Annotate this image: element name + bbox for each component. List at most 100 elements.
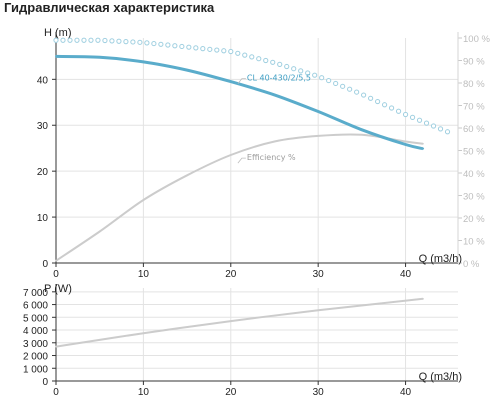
dotted-curve-point (53, 37, 59, 43)
dotted-curve-point (256, 56, 262, 62)
head-point (229, 80, 232, 83)
x-tick-label: 30 (313, 387, 325, 398)
x-tick-label: 10 (138, 387, 150, 398)
efficiency-point (229, 154, 232, 156)
x-axis-title: Q (m3/h) (419, 371, 462, 383)
dotted-curve-point (193, 45, 199, 51)
efficiency-point (361, 133, 363, 136)
dotted-curve-point (437, 126, 444, 132)
power-curve (55, 297, 424, 348)
dotted-curve-point (368, 95, 374, 101)
y2-tick-label: 30 % (463, 192, 485, 203)
y-tick-label: 4 000 (23, 326, 48, 337)
y-tick-label: 10 (37, 213, 49, 224)
y2-tick-label: 70 % (463, 102, 485, 113)
dotted-curve-point (207, 46, 213, 52)
dotted-curve-point (88, 37, 94, 43)
dotted-curve-point (395, 108, 402, 114)
dotted-curve-point (200, 46, 206, 52)
x-axis-title: Q (m3/h) (419, 253, 462, 265)
head-efficiency-chart: 0 10 20 30 40 0 10 20 30 40 0 % 10 % 20 % 30 % 40 % 50 … (37, 27, 491, 280)
dotted-curve-point (333, 80, 339, 87)
efficiency-curve-label: Efficiency % (247, 153, 296, 162)
head-point (142, 60, 145, 63)
efficiency-point (273, 140, 276, 143)
dotted-curve-point (144, 40, 150, 46)
x-tick-label: 20 (225, 387, 237, 398)
x-tick-label: 0 (53, 269, 59, 280)
dotted-curve-point (130, 39, 136, 45)
dotted-curve-point (228, 48, 234, 55)
head-point (98, 56, 101, 59)
dotted-curve-point (381, 102, 388, 108)
dotted-curve-point (165, 42, 171, 48)
dotted-curve-point (402, 111, 409, 118)
dotted-curve-point (235, 50, 241, 56)
y2-tick-label: 100 % (463, 34, 490, 45)
dotted-curve-point (423, 120, 430, 126)
dotted-curve-point (444, 129, 451, 135)
y2-tick-label: 20 % (463, 214, 485, 225)
y-tick-label: 6 000 (23, 301, 48, 312)
y2-tick-label: 80 % (463, 79, 485, 90)
dotted-curve-point (347, 86, 353, 92)
dotted-curve-point (416, 117, 423, 123)
power-point (142, 332, 145, 335)
dotted-curve-point (354, 89, 360, 95)
y2-tick-label: 40 % (463, 169, 485, 180)
y-tick-label: 0 (42, 259, 48, 270)
head-point (360, 128, 363, 131)
dotted-curve-point (284, 63, 290, 70)
head-point (273, 93, 276, 96)
dotted-curve-point (179, 43, 185, 50)
dotted-curve-point (137, 39, 143, 45)
dotted-curve-point (116, 38, 122, 44)
dotted-curve-point (123, 39, 129, 45)
power-point (229, 320, 232, 322)
x-tick-label: 0 (53, 387, 59, 398)
y-tick-label: 3 000 (23, 339, 48, 350)
dotted-curve-point (430, 123, 437, 129)
dotted-curve-point (158, 41, 164, 47)
x-tick-label: 30 (313, 269, 325, 280)
efficiency-point (98, 230, 101, 233)
dotted-curve-point (151, 40, 157, 47)
efficiency-point (422, 142, 424, 145)
head-point (186, 69, 189, 72)
head-curve (55, 54, 424, 151)
head-annotation-connector (237, 78, 246, 84)
x-tick-label: 40 (400, 269, 412, 280)
dotted-curve-point (95, 37, 101, 43)
dotted-curve-point (214, 47, 220, 53)
y-tick-label: 1 000 (23, 364, 48, 375)
dotted-curve-point (67, 37, 73, 43)
dotted-curve-point (361, 92, 367, 98)
dotted-curve-point (409, 114, 416, 120)
x-tick-label: 10 (138, 269, 150, 280)
x-tick-label: 20 (225, 269, 237, 280)
y-tick-label: 7 000 (23, 288, 48, 299)
dotted-curve-point (375, 98, 381, 105)
y-axis-title: P (W) (44, 283, 72, 295)
head-point (317, 110, 320, 113)
dotted-curve-point (249, 54, 255, 60)
y2-tick-label: 50 % (463, 147, 485, 158)
dotted-curve-point (305, 70, 311, 76)
y2-tick-label: 10 % (463, 237, 485, 248)
y-tick-label: 40 (37, 75, 49, 86)
dotted-curve-point (270, 59, 276, 65)
y-tick-label: 20 (37, 167, 49, 178)
y-tick-label: 5 000 (23, 313, 48, 324)
head-curve-label: CL 40-430/2/5,5 (247, 74, 311, 83)
x-tick-label: 40 (400, 387, 412, 398)
power-point (317, 309, 319, 312)
dotted-curve-point (340, 83, 346, 89)
y-tick-label: 2 000 (23, 352, 48, 363)
efficiency-point (404, 140, 407, 143)
head-point (55, 55, 57, 58)
efficiency-point (142, 199, 145, 201)
dotted-curve-point (277, 61, 283, 67)
dotted-curve-point (319, 75, 325, 81)
efficiency-curve (55, 133, 424, 262)
